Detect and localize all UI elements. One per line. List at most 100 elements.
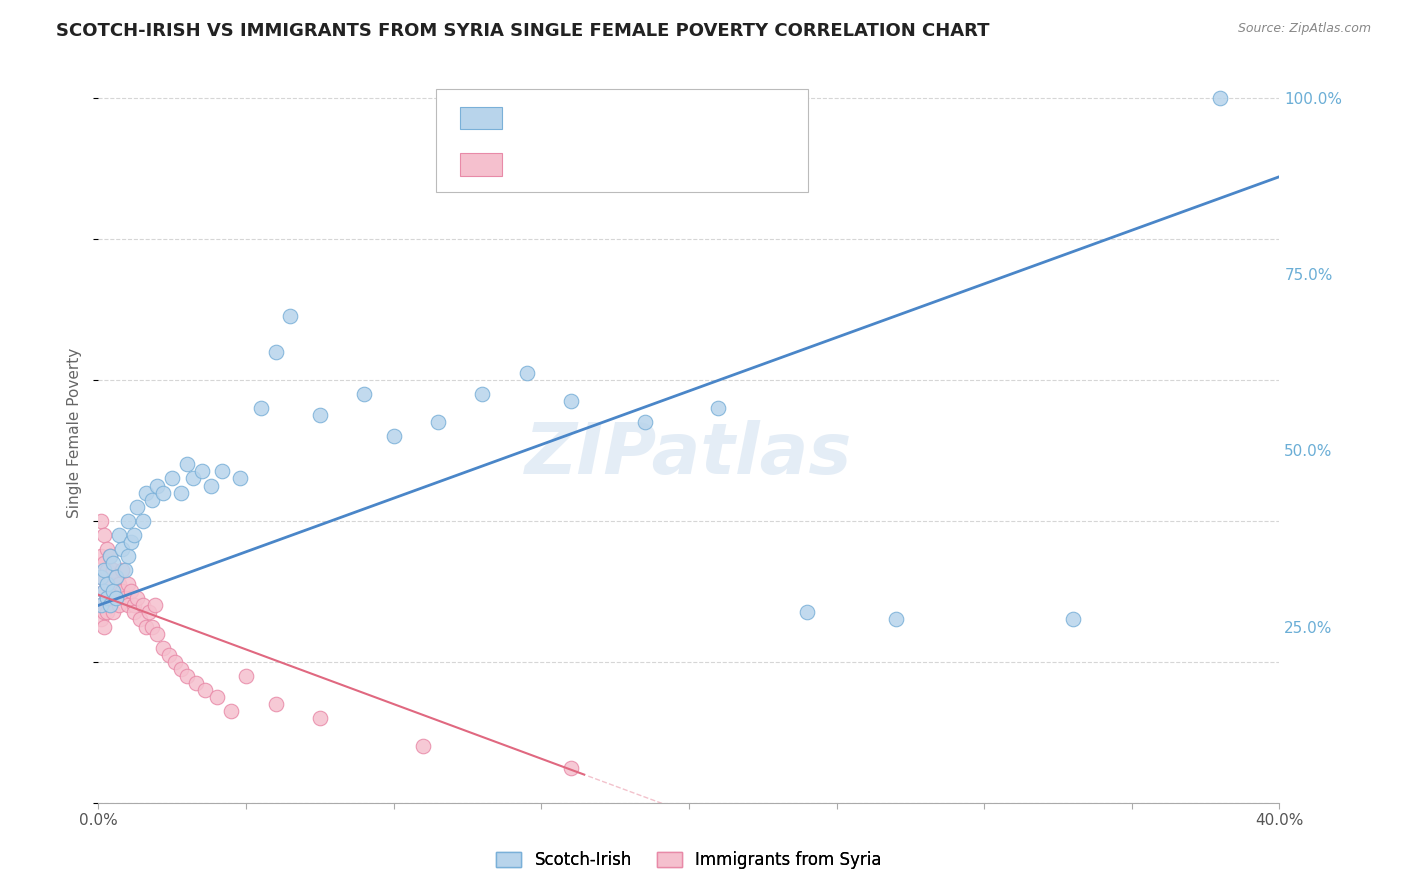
- Point: [98, 549, 121, 563]
- Point: [427, 415, 450, 429]
- Point: [98, 599, 121, 613]
- Point: [211, 464, 233, 478]
- Point: [141, 619, 163, 633]
- Point: [108, 599, 131, 613]
- Point: [264, 344, 287, 359]
- Point: [250, 401, 273, 415]
- Point: [111, 563, 134, 577]
- Point: [96, 541, 118, 556]
- Point: [96, 563, 118, 577]
- Point: [103, 556, 125, 570]
- Point: [93, 584, 115, 599]
- Point: [516, 366, 538, 380]
- Point: [165, 655, 187, 669]
- Point: [90, 570, 112, 584]
- Point: [132, 599, 155, 613]
- Point: [191, 464, 214, 478]
- Point: [90, 549, 112, 563]
- Point: [146, 626, 169, 640]
- Point: [235, 669, 257, 683]
- Point: [96, 606, 118, 620]
- Point: [90, 570, 112, 584]
- Point: [108, 528, 131, 542]
- Point: [93, 556, 115, 570]
- Point: [884, 612, 907, 626]
- Text: R =: R =: [512, 155, 548, 173]
- Point: [157, 648, 180, 662]
- Point: [120, 535, 142, 549]
- Point: [1062, 612, 1084, 626]
- Point: [117, 577, 139, 591]
- Point: [176, 669, 198, 683]
- Point: [176, 458, 198, 472]
- Point: [105, 591, 128, 606]
- Point: [117, 514, 139, 528]
- Point: [146, 478, 169, 492]
- Point: [141, 492, 163, 507]
- Point: [181, 471, 204, 485]
- Point: [135, 619, 157, 633]
- Point: [103, 584, 125, 599]
- Point: [471, 387, 494, 401]
- Point: [93, 528, 115, 542]
- Point: [280, 310, 302, 324]
- Text: 0.629: 0.629: [555, 109, 614, 127]
- Text: ZIPatlas: ZIPatlas: [526, 420, 852, 490]
- Point: [108, 577, 131, 591]
- Text: Source: ZipAtlas.com: Source: ZipAtlas.com: [1237, 22, 1371, 36]
- Point: [103, 584, 125, 599]
- Point: [135, 485, 157, 500]
- Point: [90, 612, 112, 626]
- Point: [194, 683, 217, 698]
- Point: [98, 549, 121, 563]
- Text: N =: N =: [612, 155, 648, 173]
- Point: [128, 612, 150, 626]
- Point: [117, 599, 139, 613]
- Point: [98, 577, 121, 591]
- Point: [125, 591, 148, 606]
- Text: R =: R =: [512, 109, 548, 127]
- Point: [309, 408, 332, 422]
- Text: 54: 54: [654, 155, 676, 173]
- Point: [111, 584, 134, 599]
- Point: [184, 676, 207, 690]
- Point: [264, 697, 287, 711]
- Point: [114, 563, 136, 577]
- Point: [152, 485, 174, 500]
- Point: [96, 577, 118, 591]
- Point: [114, 591, 136, 606]
- Point: [229, 471, 252, 485]
- Point: [162, 471, 183, 485]
- Point: [707, 401, 730, 415]
- Point: [96, 591, 118, 606]
- Point: [125, 500, 148, 514]
- Point: [796, 606, 818, 620]
- Point: [111, 541, 134, 556]
- Point: [93, 584, 115, 599]
- Text: SCOTCH-IRISH VS IMMIGRANTS FROM SYRIA SINGLE FEMALE POVERTY CORRELATION CHART: SCOTCH-IRISH VS IMMIGRANTS FROM SYRIA SI…: [56, 22, 990, 40]
- Point: [117, 549, 139, 563]
- Point: [560, 760, 582, 774]
- Y-axis label: Single Female Poverty: Single Female Poverty: [67, 348, 83, 517]
- Point: [138, 606, 160, 620]
- Legend: Scotch-Irish, Immigrants from Syria: Scotch-Irish, Immigrants from Syria: [489, 845, 889, 876]
- Point: [200, 478, 222, 492]
- Text: -0.349: -0.349: [555, 155, 614, 173]
- Point: [353, 387, 375, 401]
- Text: 49: 49: [654, 109, 678, 127]
- Point: [93, 563, 115, 577]
- Point: [105, 591, 128, 606]
- Point: [152, 640, 174, 655]
- Point: [634, 415, 657, 429]
- Point: [170, 485, 193, 500]
- Point: [143, 599, 166, 613]
- Point: [105, 570, 128, 584]
- Text: N =: N =: [612, 109, 648, 127]
- Point: [120, 584, 142, 599]
- Point: [98, 599, 121, 613]
- Point: [382, 429, 405, 443]
- Point: [309, 711, 332, 725]
- Point: [90, 599, 112, 613]
- Point: [122, 599, 145, 613]
- Point: [103, 606, 125, 620]
